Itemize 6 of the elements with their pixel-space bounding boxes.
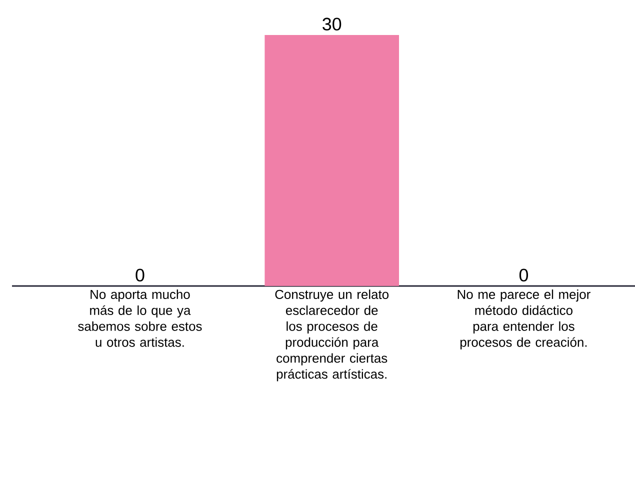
data-label: 30	[322, 18, 342, 30]
x-tick-label: No aporta mucho más de lo que ya sabemos sobre estos u otros artistas.	[78, 290, 202, 347]
data-label: 0	[519, 268, 528, 282]
data-label: 0	[136, 268, 144, 282]
x-tick-label: No me parece el mejor método didáctico para entender los procesos de creación.	[458, 290, 590, 350]
x-tick-label: Construye un relato esclarecedor de los procesos de producción para comprender ciertas prácticas artísticas.	[275, 290, 389, 382]
